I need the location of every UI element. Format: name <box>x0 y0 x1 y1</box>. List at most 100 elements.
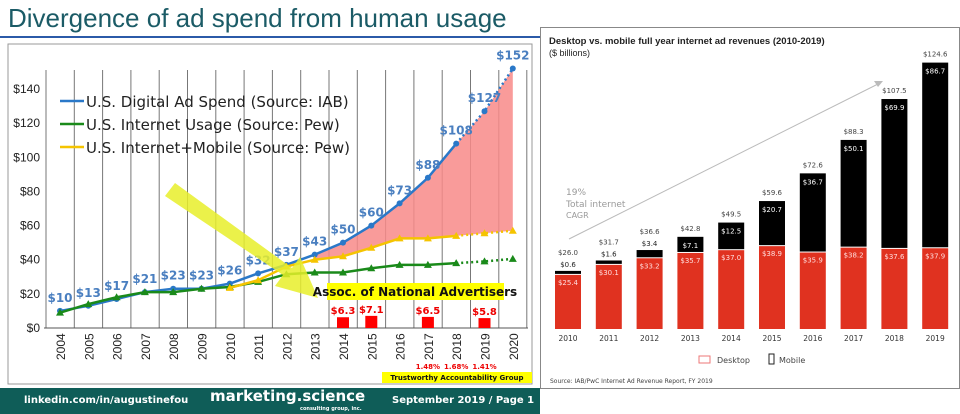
chart-title: Desktop vs. mobile full year internet ad… <box>549 36 825 47</box>
ana-label: Assoc. of National Advertisers <box>313 285 517 299</box>
mobile-bar <box>595 260 622 264</box>
tag-label: Trustworthy Accountability Group <box>390 374 523 382</box>
data-point <box>509 65 516 72</box>
x-tick-label: 2017 <box>844 334 863 343</box>
data-label: $10 <box>47 291 72 305</box>
desktop-value-label: $37.9 <box>925 252 945 260</box>
x-tick-label: 2010 <box>224 333 238 360</box>
mobile-bar <box>759 201 785 246</box>
x-tick-label: 2011 <box>599 334 618 343</box>
data-point <box>423 260 432 268</box>
total-value-label: $59.6 <box>762 189 783 197</box>
chart-subtitle: ($ billions) <box>549 48 590 58</box>
desktop-value-label: $25.4 <box>558 279 579 287</box>
data-label: $127 <box>468 91 501 105</box>
data-point <box>340 239 346 246</box>
data-point <box>453 140 460 147</box>
mobile-bar <box>881 99 908 248</box>
data-point <box>339 252 347 260</box>
total-value-label: $88.3 <box>844 128 864 136</box>
data-point <box>368 222 375 229</box>
tag-pct-label: 1.41% <box>472 363 496 371</box>
total-value-label: $124.6 <box>923 51 948 59</box>
data-point <box>197 284 206 292</box>
x-tick-label: 2020 <box>507 333 521 360</box>
x-tick-label: 2016 <box>803 334 822 343</box>
data-label: $43 <box>302 235 327 249</box>
ad-spend-vs-usage-chart: 2004 2005 2006 2007 2008 2009 2010 2011 2012 2013… <box>7 43 533 385</box>
mobile-value-label: $36.7 <box>803 178 823 186</box>
data-point <box>424 174 431 181</box>
source-note: Source: IAB/PwC Internet Ad Revenue Repo… <box>550 378 713 385</box>
mobile-value-label: $50.1 <box>844 145 864 153</box>
y-tick-label: $0 <box>27 321 41 335</box>
data-point <box>423 234 432 242</box>
data-point <box>310 268 319 276</box>
mobile-bar <box>799 173 826 252</box>
mobile-bar <box>840 139 867 247</box>
x-tick-label: 2013 <box>309 333 323 360</box>
desktop-bar <box>595 264 622 329</box>
desktop-value-label: $38.9 <box>762 250 782 258</box>
mobile-value-label: $0.6 <box>560 261 576 269</box>
data-point <box>452 231 461 239</box>
data-point <box>452 259 461 267</box>
ana-bar-label: $6.5 <box>416 306 441 317</box>
desktop-value-label: $37.6 <box>884 253 905 261</box>
desktop-value-label: $37.0 <box>721 254 741 262</box>
legend-desktop: Desktop <box>717 356 750 365</box>
data-label: $37 <box>274 245 299 259</box>
x-tick-label: 2013 <box>681 334 700 343</box>
tag-pct-label: 1.68% <box>444 363 468 371</box>
x-tick-label: 2015 <box>762 334 781 343</box>
y-tick-label: $100 <box>13 150 40 164</box>
data-label: $13 <box>76 286 101 300</box>
data-point <box>225 283 234 291</box>
mobile-bar <box>922 62 949 248</box>
data-label: $26 <box>217 264 242 278</box>
desktop-value-label: $30.1 <box>599 269 619 277</box>
desktop-value-label: $35.9 <box>803 257 823 265</box>
cagr-line1: Total internet <box>565 200 626 210</box>
data-label: $50 <box>330 223 355 237</box>
data-point <box>310 255 319 263</box>
total-value-label: $49.5 <box>721 211 741 219</box>
data-label: $60 <box>359 206 384 220</box>
total-value-label: $42.8 <box>680 225 700 233</box>
page-title: Divergence of ad spend from human usage <box>8 3 507 33</box>
brand-subtitle: consulting group, inc. <box>300 406 362 412</box>
desktop-bar <box>881 248 908 329</box>
mobile-bar <box>636 250 663 258</box>
data-point <box>140 288 149 296</box>
y-tick-label: $140 <box>13 82 40 96</box>
x-tick-label: 2019 <box>926 334 945 343</box>
x-tick-label: 2012 <box>280 333 294 360</box>
desktop-bar <box>922 248 949 329</box>
linkedin-link[interactable]: linkedin.com/in/augustinefou <box>24 395 189 406</box>
data-label: $23 <box>161 269 186 283</box>
mobile-value-label: $3.4 <box>642 240 658 248</box>
data-point <box>396 200 403 207</box>
ana-bar-label: $5.8 <box>472 307 497 318</box>
desktop-value-label: $33.2 <box>640 262 660 270</box>
x-tick-label: 2018 <box>450 333 464 360</box>
y-tick-label: $60 <box>20 219 40 233</box>
x-tick-label: 2012 <box>640 334 659 343</box>
data-point <box>311 251 318 258</box>
data-label: $108 <box>439 124 472 138</box>
ana-bar <box>337 317 349 328</box>
ana-bar <box>478 318 491 328</box>
desktop-bar <box>718 250 745 329</box>
x-tick-label: 2004 <box>54 333 68 360</box>
title-underline <box>0 36 540 38</box>
data-point <box>254 276 263 284</box>
data-point <box>112 293 121 301</box>
data-point <box>481 108 488 115</box>
x-tick-label: 2005 <box>82 333 96 360</box>
x-tick-label: 2014 <box>337 333 351 360</box>
data-point <box>56 308 64 316</box>
total-value-label: $31.7 <box>599 238 619 246</box>
cagr-line2: CAGR <box>566 211 589 220</box>
x-tick-label: 2010 <box>558 334 577 343</box>
x-tick-label: 2008 <box>167 333 181 360</box>
